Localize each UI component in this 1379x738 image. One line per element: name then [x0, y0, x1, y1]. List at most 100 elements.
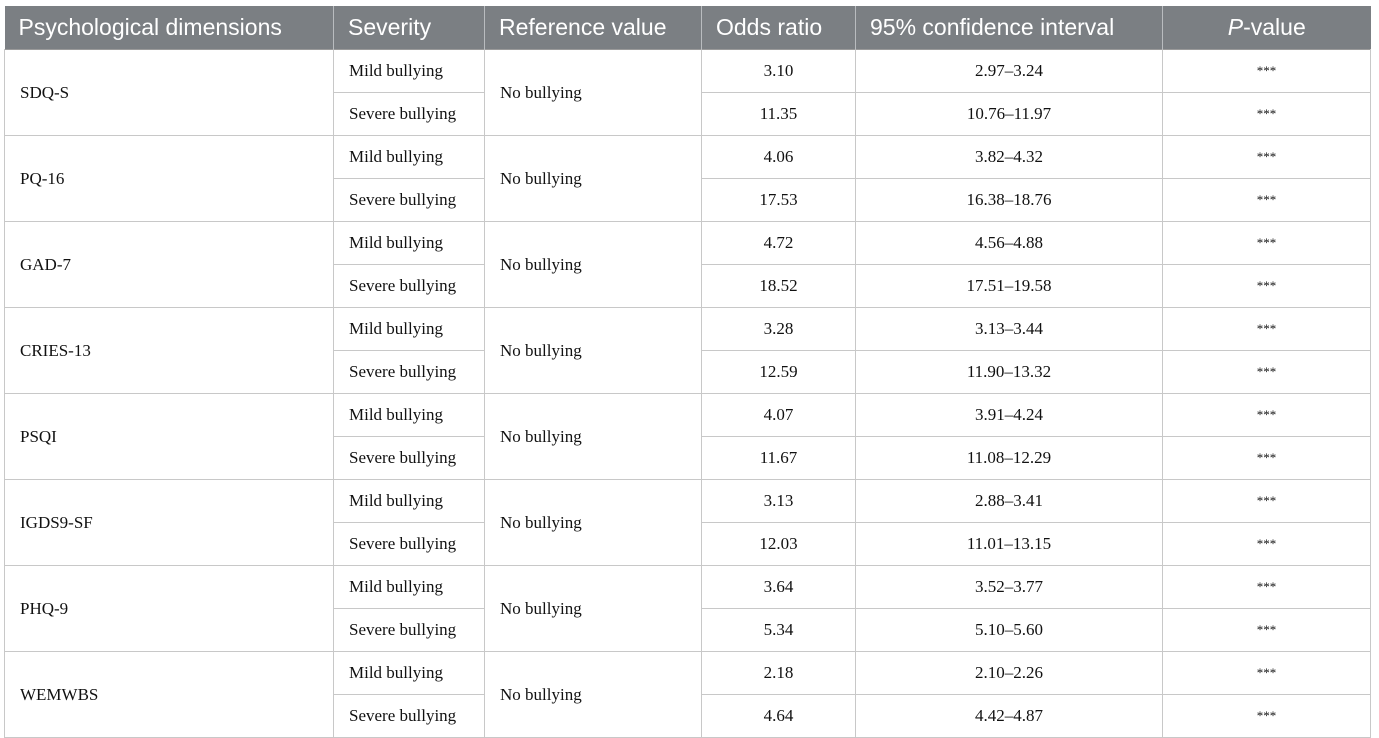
severity-cell: Mild bullying	[333, 221, 485, 265]
table-row: Severe bullying 17.53 16.38–18.76 ***	[5, 178, 1371, 222]
confidence-interval-cell: 4.42–4.87	[855, 694, 1163, 738]
table-row: PHQ-9 Mild bullying No bullying 3.64 3.52–3.…	[4, 565, 1371, 652]
reference-cell: No bullying	[484, 651, 702, 738]
severity-cell: Mild bullying	[333, 479, 485, 523]
odds-ratio-cell: 12.03	[701, 522, 856, 566]
severity-cell: Severe bullying	[333, 92, 485, 136]
confidence-interval-cell: 11.01–13.15	[855, 522, 1163, 566]
table-row: Severe bullying 12.59 11.90–13.32 ***	[5, 350, 1371, 394]
table-row: IGDS9-SF Mild bullying No bullying 3.13 2.88…	[4, 479, 1371, 566]
confidence-interval-cell: 3.52–3.77	[855, 565, 1163, 609]
header-reference: Reference value	[484, 6, 702, 50]
severity-cell: Mild bullying	[333, 393, 485, 437]
severity-cell: Mild bullying	[333, 307, 485, 351]
header-confidence-interval: 95% confidence interval	[855, 6, 1163, 50]
severity-cell: Severe bullying	[333, 694, 485, 738]
severity-cell: Severe bullying	[333, 522, 485, 566]
dimension-cell: WEMWBS	[4, 651, 334, 738]
confidence-interval-cell: 2.10–2.26	[855, 651, 1163, 695]
confidence-interval-cell: 16.38–18.76	[855, 178, 1163, 222]
header-p-value-italic: P	[1227, 14, 1244, 40]
confidence-interval-cell: 10.76–11.97	[855, 92, 1163, 136]
reference-cell: No bullying	[484, 135, 702, 222]
p-value-cell: ***	[1162, 479, 1371, 523]
odds-ratio-cell: 17.53	[701, 178, 856, 222]
confidence-interval-cell: 11.08–12.29	[855, 436, 1163, 480]
severity-cell: Mild bullying	[333, 49, 485, 93]
confidence-interval-cell: 2.88–3.41	[855, 479, 1163, 523]
p-value-cell: ***	[1162, 393, 1371, 437]
table-row: CRIES-13 Mild bullying No bullying 3.28 3.13…	[4, 307, 1371, 394]
table-body: SDQ-S Mild bullying No bullying 3.10 2.97–3.…	[4, 49, 1371, 738]
p-value-cell: ***	[1162, 221, 1371, 265]
header-row: Psychological dimensions Severity Refere…	[4, 6, 1371, 50]
table-row: Severe bullying 11.35 10.76–11.97 ***	[5, 92, 1371, 136]
reference-cell: No bullying	[484, 221, 702, 308]
table-row: PQ-16 Mild bullying No bullying 4.06 3.82–4.…	[4, 135, 1371, 222]
dimension-cell: PSQI	[4, 393, 334, 480]
odds-ratio-cell: 4.07	[701, 393, 856, 437]
odds-ratio-cell: 2.18	[701, 651, 856, 695]
severity-cell: Mild bullying	[333, 565, 485, 609]
confidence-interval-cell: 3.82–4.32	[855, 135, 1163, 179]
p-value-cell: ***	[1162, 436, 1371, 480]
confidence-interval-cell: 5.10–5.60	[855, 608, 1163, 652]
dimension-cell: SDQ-S	[4, 49, 334, 136]
odds-ratio-cell: 4.64	[701, 694, 856, 738]
header-severity: Severity	[333, 6, 485, 50]
odds-ratio-cell: 11.67	[701, 436, 856, 480]
p-value-cell: ***	[1162, 350, 1371, 394]
odds-ratio-table: Psychological dimensions Severity Refere…	[4, 6, 1371, 738]
reference-cell: No bullying	[484, 393, 702, 480]
odds-ratio-cell: 3.13	[701, 479, 856, 523]
table-row: Severe bullying 5.34 5.10–5.60 ***	[5, 608, 1371, 652]
p-value-cell: ***	[1162, 92, 1371, 136]
p-value-cell: ***	[1162, 565, 1371, 609]
header-odds-ratio: Odds ratio	[701, 6, 856, 50]
table-row: PSQI Mild bullying No bullying 4.07 3.91–4.2…	[4, 393, 1371, 480]
p-value-cell: ***	[1162, 608, 1371, 652]
confidence-interval-cell: 4.56–4.88	[855, 221, 1163, 265]
reference-cell: No bullying	[484, 307, 702, 394]
table-row: GAD-7 Mild bullying No bullying 4.72 4.56–4.…	[4, 221, 1371, 308]
reference-cell: No bullying	[484, 49, 702, 136]
odds-ratio-cell: 4.06	[701, 135, 856, 179]
severity-cell: Severe bullying	[333, 264, 485, 308]
odds-ratio-cell: 5.34	[701, 608, 856, 652]
confidence-interval-cell: 3.91–4.24	[855, 393, 1163, 437]
odds-ratio-cell: 12.59	[701, 350, 856, 394]
confidence-interval-cell: 11.90–13.32	[855, 350, 1163, 394]
odds-ratio-cell: 3.28	[701, 307, 856, 351]
table-row: WEMWBS Mild bullying No bullying 2.18 2.10–2…	[4, 651, 1371, 738]
severity-cell: Mild bullying	[333, 135, 485, 179]
header-dimension: Psychological dimensions	[4, 6, 334, 50]
table-row: Severe bullying 18.52 17.51–19.58 ***	[5, 264, 1371, 308]
severity-cell: Severe bullying	[333, 350, 485, 394]
odds-ratio-cell: 11.35	[701, 92, 856, 136]
p-value-cell: ***	[1162, 178, 1371, 222]
dimension-cell: GAD-7	[4, 221, 334, 308]
table-row: Severe bullying 4.64 4.42–4.87 ***	[5, 694, 1371, 738]
p-value-cell: ***	[1162, 651, 1371, 695]
confidence-interval-cell: 2.97–3.24	[855, 49, 1163, 93]
confidence-interval-cell: 3.13–3.44	[855, 307, 1163, 351]
table-row: Severe bullying 12.03 11.01–13.15 ***	[5, 522, 1371, 566]
p-value-cell: ***	[1162, 49, 1371, 93]
p-value-cell: ***	[1162, 522, 1371, 566]
dimension-cell: IGDS9-SF	[4, 479, 334, 566]
table-header: Psychological dimensions Severity Refere…	[4, 6, 1371, 50]
p-value-cell: ***	[1162, 135, 1371, 179]
p-value-cell: ***	[1162, 307, 1371, 351]
table-row: SDQ-S Mild bullying No bullying 3.10 2.97–3.…	[4, 49, 1371, 136]
dimension-cell: PQ-16	[4, 135, 334, 222]
severity-cell: Severe bullying	[333, 608, 485, 652]
confidence-interval-cell: 17.51–19.58	[855, 264, 1163, 308]
severity-cell: Severe bullying	[333, 178, 485, 222]
severity-cell: Mild bullying	[333, 651, 485, 695]
reference-cell: No bullying	[484, 565, 702, 652]
p-value-cell: ***	[1162, 694, 1371, 738]
header-p-value: P-value	[1162, 6, 1371, 50]
dimension-cell: CRIES-13	[4, 307, 334, 394]
odds-ratio-cell: 3.64	[701, 565, 856, 609]
odds-ratio-cell: 3.10	[701, 49, 856, 93]
